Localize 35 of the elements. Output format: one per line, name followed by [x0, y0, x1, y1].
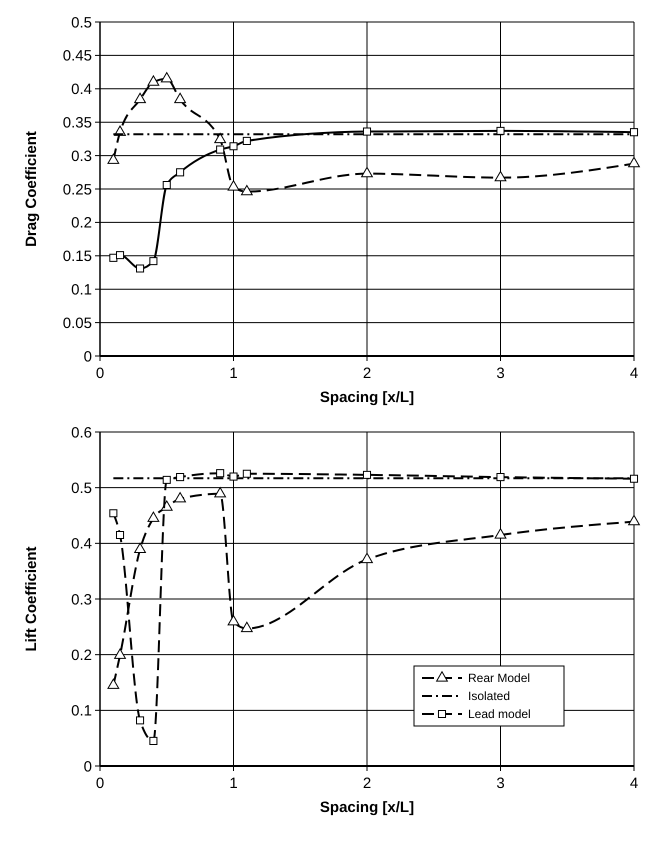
legend-label: Rear Model	[468, 671, 530, 685]
y-tick-label: 0.45	[62, 48, 92, 65]
x-tick-label: 3	[496, 775, 505, 792]
legend-label: Lead model	[468, 707, 531, 721]
y-tick-label: 0.1	[71, 702, 92, 720]
x-tick-label: 0	[96, 365, 104, 382]
y-tick-label: 0.2	[71, 214, 92, 232]
y-tick-label: 0.3	[71, 148, 92, 165]
y-tick-label: 0.2	[71, 646, 92, 664]
y-tick-label: 0	[84, 758, 92, 776]
y-tick-label: 0.6	[71, 424, 92, 442]
y-tick-label: 0.1	[71, 281, 92, 298]
x-tick-label: 1	[229, 775, 238, 792]
x-tick-label: 2	[362, 365, 372, 382]
y-tick-label: 0.4	[71, 536, 92, 553]
x-tick-label: 4	[630, 365, 638, 382]
y-tick-label: 0	[84, 348, 92, 366]
legend-label: Isolated	[468, 689, 510, 703]
y-axis-title: Lift Coefficient	[23, 546, 40, 652]
y-tick-label: 0.4	[71, 81, 92, 98]
x-tick-label: 3	[496, 365, 505, 382]
y-axis-title: Drag Coefficient	[23, 131, 40, 247]
y-tick-label: 0.5	[71, 480, 92, 497]
y-tick-label: 0.15	[62, 248, 92, 266]
y-tick-label: 0.5	[71, 14, 92, 32]
y-tick-label: 0.05	[62, 314, 92, 332]
x-axis-title: Spacing [x/L]	[320, 799, 414, 816]
x-tick-label: 4	[630, 775, 638, 792]
y-tick-label: 0.25	[62, 181, 92, 198]
x-tick-label: 2	[362, 775, 372, 792]
x-tick-label: 0	[96, 775, 104, 792]
y-tick-label: 0.35	[62, 114, 92, 132]
y-tick-label: 0.3	[71, 591, 92, 608]
x-tick-label: 1	[229, 365, 238, 382]
x-axis-title: Spacing [x/L]	[320, 389, 414, 406]
